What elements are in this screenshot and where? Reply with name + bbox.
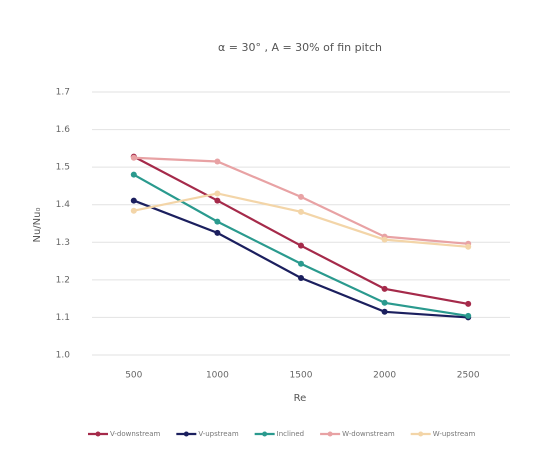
y-axis-label: Nu/Nu₀: [32, 207, 43, 242]
data-point: [214, 197, 221, 204]
legend-marker: [262, 431, 268, 437]
data-point: [298, 242, 304, 249]
data-point: [381, 236, 388, 243]
x-tick-label: 500: [125, 371, 142, 381]
data-point: [130, 207, 137, 214]
data-point: [214, 158, 221, 165]
x-tick-label: 1000: [206, 371, 229, 381]
data-point: [465, 243, 472, 250]
data-point: [381, 308, 388, 315]
data-point: [298, 274, 304, 281]
data-point: [214, 190, 221, 197]
legend-label: V-upstream: [198, 430, 238, 438]
x-tick-label: 2000: [373, 371, 396, 381]
data-point: [381, 285, 388, 292]
y-tick-label: 1.3: [56, 238, 70, 248]
chart-title: α = 30° , A = 30% of fin pitch: [218, 41, 382, 54]
data-point: [381, 299, 388, 306]
y-tick-label: 1.6: [56, 125, 71, 135]
data-point: [214, 229, 221, 236]
legend-label: V-downstream: [110, 430, 161, 438]
legend-marker: [418, 431, 424, 437]
y-tick-label: 1.7: [56, 88, 70, 98]
data-point: [298, 193, 304, 200]
y-tick-label: 1.4: [56, 200, 71, 210]
legend-marker: [95, 431, 101, 437]
data-point: [130, 154, 137, 161]
legend-label: W-downstream: [342, 430, 395, 438]
data-point: [298, 260, 304, 267]
legend-marker: [327, 431, 333, 437]
y-tick-label: 1.2: [56, 275, 70, 285]
data-point: [214, 218, 221, 225]
legend-label: W-upstream: [433, 430, 476, 438]
legend-marker: [183, 431, 189, 437]
x-axis-label: Re: [294, 393, 307, 404]
y-tick-label: 1.0: [56, 351, 71, 361]
data-point: [130, 197, 137, 204]
data-point: [465, 300, 472, 307]
y-tick-label: 1.5: [56, 163, 70, 173]
y-tick-label: 1.1: [56, 313, 70, 323]
x-tick-label: 2500: [457, 371, 480, 381]
data-point: [130, 171, 137, 178]
data-point: [465, 312, 472, 319]
data-point: [298, 208, 304, 215]
legend-label: Inclined: [277, 430, 304, 438]
x-tick-label: 1500: [290, 371, 313, 381]
